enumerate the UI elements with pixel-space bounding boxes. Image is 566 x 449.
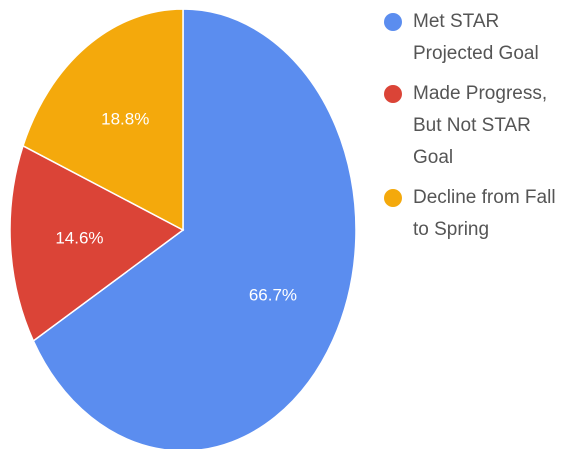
pie-slice bbox=[22, 8, 184, 232]
legend-label: Decline from Fall to Spring bbox=[413, 187, 556, 240]
pie-slice bbox=[9, 144, 185, 343]
legend-item: Met STAR Projected Goal bbox=[384, 6, 560, 70]
slice-label: 14.6% bbox=[55, 228, 103, 247]
legend-label: Met STAR Projected Goal bbox=[413, 11, 539, 64]
pie-area: 66.7% 14.6% 18.8% bbox=[9, 8, 357, 449]
slice-label: 66.7% bbox=[249, 286, 297, 305]
legend-swatch bbox=[384, 13, 402, 31]
legend-swatch bbox=[384, 85, 402, 103]
slice-label: 18.8% bbox=[101, 109, 149, 128]
legend: Met STAR Projected Goal Made Progress, Bu… bbox=[384, 6, 560, 254]
legend-swatch bbox=[384, 189, 402, 207]
legend-item: Made Progress, But Not STAR Goal bbox=[384, 78, 560, 174]
pie-slice bbox=[32, 8, 357, 449]
legend-label: Made Progress, But Not STAR Goal bbox=[413, 83, 548, 168]
legend-item: Decline from Fall to Spring bbox=[384, 182, 560, 246]
